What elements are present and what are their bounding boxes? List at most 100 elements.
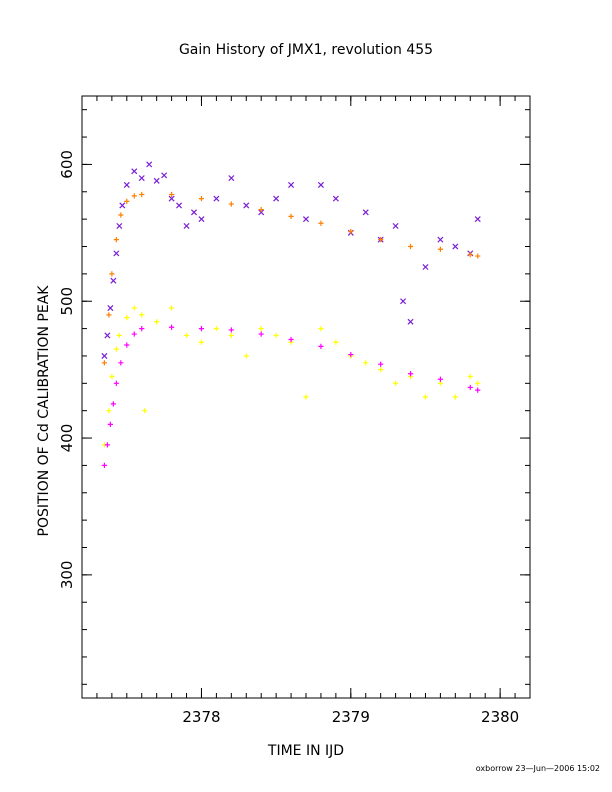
data-point: [198, 339, 205, 345]
data-point: [131, 168, 138, 175]
data-point: [302, 216, 310, 223]
data-point: [139, 191, 145, 198]
data-point: [467, 373, 473, 380]
data-point: [104, 332, 111, 339]
data-point: [378, 367, 384, 373]
data-point: [303, 394, 309, 400]
data-point: [138, 175, 145, 182]
data-point: [101, 462, 107, 469]
data-point: [437, 376, 443, 382]
data-point: [318, 325, 324, 332]
data-point: [198, 216, 205, 223]
y-tick-label: 500: [58, 287, 76, 316]
data-point: [169, 324, 175, 330]
data-point: [400, 298, 407, 305]
series-2: [101, 305, 481, 448]
x-tick-labels: 2378 2379 2380: [182, 708, 519, 726]
y-tick-label: 300: [58, 561, 76, 590]
data-point: [107, 305, 114, 312]
data-point: [258, 331, 264, 337]
data-point: [318, 220, 324, 226]
series-1: [101, 191, 481, 366]
data-point: [161, 172, 168, 179]
data-point: [119, 202, 126, 209]
data-point: [183, 222, 190, 230]
series-0: [101, 161, 481, 359]
data-point: [378, 361, 384, 367]
data-point: [273, 195, 280, 202]
data-point: [317, 181, 324, 188]
data-point: [243, 353, 249, 359]
data-point: [169, 305, 175, 311]
chart-title: Gain History of JMX1, revolution 455: [179, 42, 433, 58]
data-point: [363, 360, 369, 366]
data-point: [258, 325, 264, 332]
y-tick-labels: 300 400 500 600: [58, 150, 76, 589]
series-layer: [101, 161, 481, 469]
y-major-ticks: [82, 163, 530, 576]
data-point: [318, 343, 324, 349]
x-axis-label: TIME IN IJD: [267, 743, 344, 759]
data-point: [153, 177, 160, 184]
data-point: [393, 380, 399, 386]
x-tick-label: 2379: [332, 708, 370, 726]
data-point: [467, 384, 473, 391]
data-point: [101, 360, 107, 366]
data-point: [198, 196, 205, 202]
data-point: [142, 408, 148, 414]
data-point: [146, 161, 153, 168]
x-major-ticks: [200, 96, 501, 698]
data-point: [131, 193, 137, 199]
data-point: [110, 401, 116, 407]
data-point: [106, 312, 112, 318]
data-point: [113, 237, 119, 243]
data-point: [362, 209, 369, 216]
data-point: [107, 421, 113, 427]
data-point: [228, 201, 234, 207]
data-point: [113, 380, 119, 386]
data-point: [109, 271, 115, 277]
data-point: [467, 252, 473, 258]
data-point: [198, 325, 205, 332]
data-point: [452, 243, 459, 250]
data-point: [101, 352, 108, 359]
y-tick-label: 600: [58, 150, 76, 179]
data-point: [475, 387, 481, 393]
data-point: [475, 380, 481, 386]
data-point: [407, 243, 414, 250]
data-point: [104, 442, 110, 448]
data-point: [139, 325, 145, 332]
data-point: [407, 318, 414, 325]
data-point: [131, 305, 137, 311]
x-tick-label: 2378: [182, 708, 220, 726]
data-point: [407, 371, 414, 377]
data-point: [109, 373, 115, 380]
y-axis-label: POSITION OF Cd CALIBRATION PEAK: [36, 285, 52, 537]
y-tick-label: 400: [58, 424, 76, 453]
data-point: [437, 236, 444, 243]
data-point: [213, 325, 219, 332]
x-tick-label: 2380: [481, 708, 519, 726]
data-point: [288, 336, 294, 343]
data-point: [332, 195, 339, 202]
data-point: [378, 237, 384, 243]
footer-timestamp: oxborrow 23—Jun—2006 15:02: [476, 764, 600, 773]
data-point: [288, 213, 294, 219]
data-point: [348, 351, 354, 358]
data-point: [169, 191, 175, 198]
data-point: [113, 346, 119, 352]
data-point: [183, 332, 190, 339]
data-point: [168, 195, 175, 202]
data-point: [118, 212, 124, 218]
data-point: [228, 175, 235, 182]
data-point: [422, 394, 429, 400]
data-point: [124, 342, 130, 348]
data-point: [437, 246, 443, 252]
data-point: [258, 209, 265, 216]
data-point: [124, 315, 130, 321]
data-point: [116, 332, 122, 339]
data-point: [131, 331, 137, 337]
data-point: [422, 263, 429, 271]
data-point: [228, 332, 234, 339]
